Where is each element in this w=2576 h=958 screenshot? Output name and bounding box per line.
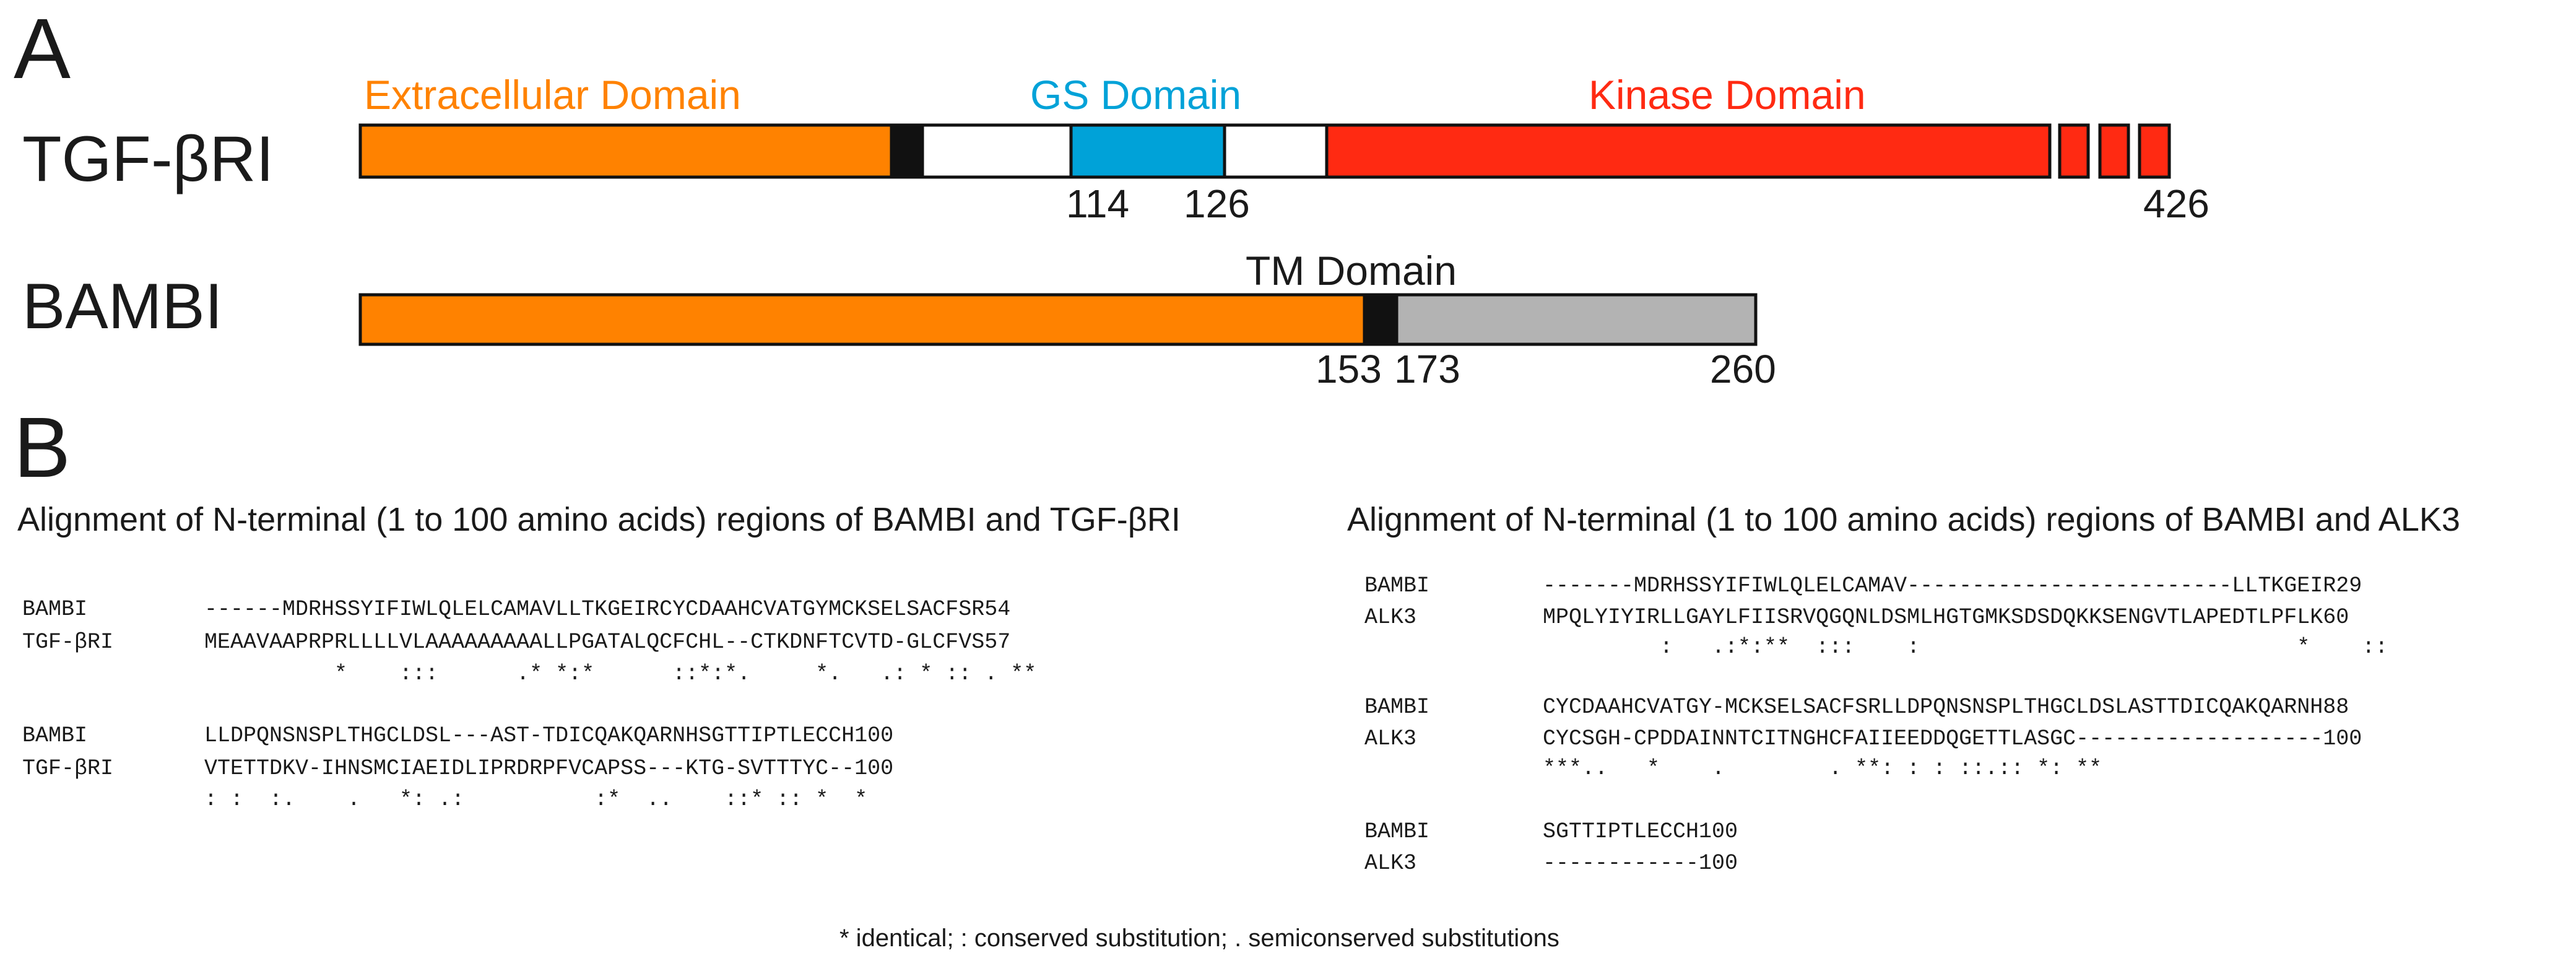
right-block1-seq-1: -------MDRHSSYIFIWLQLELCAMAV------------… [1543, 573, 2362, 598]
tgf-protein-name: TGF-βRI [22, 123, 274, 195]
tgf-linker-segment-2 [1223, 123, 1329, 179]
right-alignment: BAMBI -------MDRHSSYIFIWLQLELCAMAV------… [1364, 573, 2388, 876]
right-block2-seq-2: CYCSGH-CPDDAINNTCITNGHCFAIIEEDDQGETTLASG… [1543, 726, 2362, 751]
left-alignment: BAMBI ------MDRHSSYIFIWLQLELCAMAVLLTKGEI… [22, 597, 1036, 812]
left-block2-seq-2: VTETTDKV-IHNSMCIAEIDLIPRDRPFVCAPSS---KTG… [204, 756, 893, 781]
tgf-gs-segment [1069, 123, 1226, 179]
left-block2-consensus: : : :. . *: .: :* .. ::* :: * * [204, 787, 867, 812]
right-block2-consensus: ***.. * . . **: : : ::.:: *: ** [1543, 756, 2102, 781]
right-block1-consensus: : .:*:** ::: : * :: [1543, 635, 2388, 660]
tgf-position-426: 426 [2143, 181, 2210, 226]
gs-domain-label: GS Domain [1030, 72, 1241, 118]
right-block3-name-2: ALK3 [1364, 851, 1416, 876]
bambi-cytoplasmic-segment [1395, 293, 1758, 346]
left-block1-consensus: * ::: .* *:* ::*:*. *. .: * :: . ** [204, 661, 1036, 686]
tgf-extracellular-segment [358, 123, 893, 179]
bambi-position-153: 153 [1316, 347, 1382, 391]
left-block2-name-1: BAMBI [22, 723, 87, 748]
bambi-domain-bar [358, 293, 1758, 346]
right-block1-name-1: BAMBI [1364, 573, 1429, 598]
left-block2-name-2: TGF-βRI [22, 756, 113, 781]
tgf-kinase-block-2 [2098, 123, 2130, 179]
panel-a-label: A [14, 1, 71, 97]
left-block1-seq-1: ------MDRHSSYIFIWLQLELCAMAVLLTKGEIRCYCDA… [204, 597, 1010, 622]
right-block3-seq-1: SGTTIPTLECCH100 [1543, 819, 1738, 844]
tgf-kinase-segment [1325, 123, 2052, 179]
bambi-extracellular-segment [358, 293, 1366, 346]
left-block1-name-1: BAMBI [22, 597, 87, 622]
bambi-position-260: 260 [1710, 347, 1776, 391]
bambi-tm-segment [1363, 293, 1399, 346]
bambi-protein-name: BAMBI [22, 271, 223, 342]
tgf-position-126: 126 [1184, 181, 1250, 226]
tgf-tm-segment [890, 123, 924, 179]
left-block2-seq-1: LLDPQNSNSPLTHGCLDSL---AST-TDICQAKQARNHSG… [204, 723, 893, 748]
right-block2-name-2: ALK3 [1364, 726, 1416, 751]
bambi-position-173: 173 [1394, 347, 1460, 391]
left-block1-seq-2: MEAAVAAPRPRLLLLVLAAAAAAAAALLPGATALQCFCHL… [204, 630, 1010, 655]
left-alignment-title: Alignment of N-terminal (1 to 100 amino … [17, 501, 1181, 538]
extracellular-domain-label: Extracellular Domain [364, 72, 741, 118]
tgf-position-114: 114 [1066, 181, 1129, 226]
right-block2-seq-1: CYCDAAHCVATGY-MCKSELSACFSRLLDPQNSNSPLTHG… [1543, 695, 2349, 720]
right-block2-name-1: BAMBI [1364, 695, 1429, 720]
right-block1-seq-2: MPQLYIYIRLLGAYLFIISRVQGQNLDSMLHGTGMKSDSD… [1543, 605, 2349, 630]
tm-domain-label: TM Domain [1246, 248, 1457, 294]
left-block1-name-2: TGF-βRI [22, 630, 113, 655]
right-block1-name-2: ALK3 [1364, 605, 1416, 630]
panel-b-label: B [14, 400, 71, 495]
tgf-kinase-block-3 [2138, 123, 2171, 179]
tgf-kinase-block-1 [2058, 123, 2090, 179]
right-block3-seq-2: ------------100 [1543, 851, 1738, 876]
alignment-footnote: * identical; : conserved substitution; .… [839, 925, 1559, 952]
tgf-linker-segment-1 [921, 123, 1073, 179]
right-block3-name-1: BAMBI [1364, 819, 1429, 844]
right-alignment-title: Alignment of N-terminal (1 to 100 amino … [1347, 501, 2460, 538]
kinase-domain-label: Kinase Domain [1589, 72, 1866, 118]
tgf-domain-bar [358, 123, 2171, 179]
